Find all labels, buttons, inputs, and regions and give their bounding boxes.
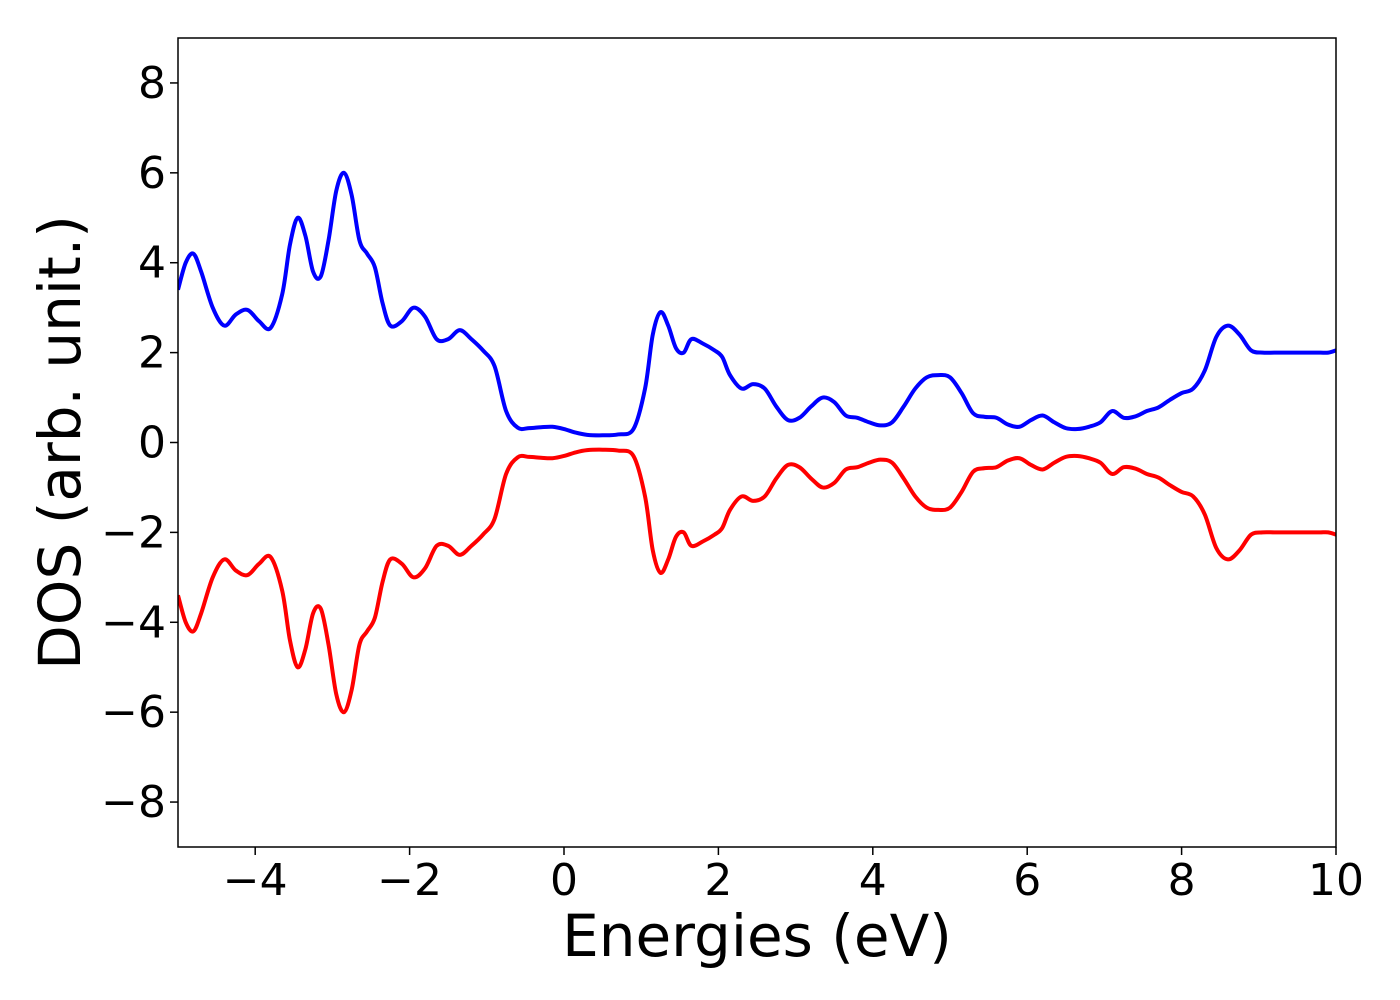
series-line-red [178,447,1336,715]
y-tick-label: 0 [138,418,166,469]
x-tick-label: −4 [223,855,288,906]
series-layer [178,170,1336,715]
x-tick-label: 0 [550,855,578,906]
y-tick-label: −2 [101,507,166,558]
y-tick-label: 2 [138,328,166,379]
x-tick-label: 6 [1013,855,1041,906]
x-tick-label: 8 [1168,855,1196,906]
series-line-blue [178,170,1336,438]
x-tick-label: 4 [859,855,887,906]
y-axis-label: DOS (arb. unit.) [26,215,94,670]
y-axis-ticks: −8 −6 −4 −2 0 2 4 6 8 [101,58,178,828]
x-tick-label: −2 [377,855,442,906]
y-tick-label: −4 [101,597,166,648]
y-tick-label: 6 [138,148,166,199]
plot-frame [177,37,1337,848]
x-tick-label: 10 [1308,855,1364,906]
y-tick-label: 4 [138,238,166,289]
y-tick-label: −6 [101,687,166,738]
x-axis-ticks: −4 −2 0 2 4 6 8 10 [223,847,1364,906]
y-tick-label: 8 [138,58,166,109]
y-tick-label: −8 [101,777,166,828]
x-tick-label: 2 [704,855,732,906]
x-axis-label: Energies (eV) [562,902,952,970]
